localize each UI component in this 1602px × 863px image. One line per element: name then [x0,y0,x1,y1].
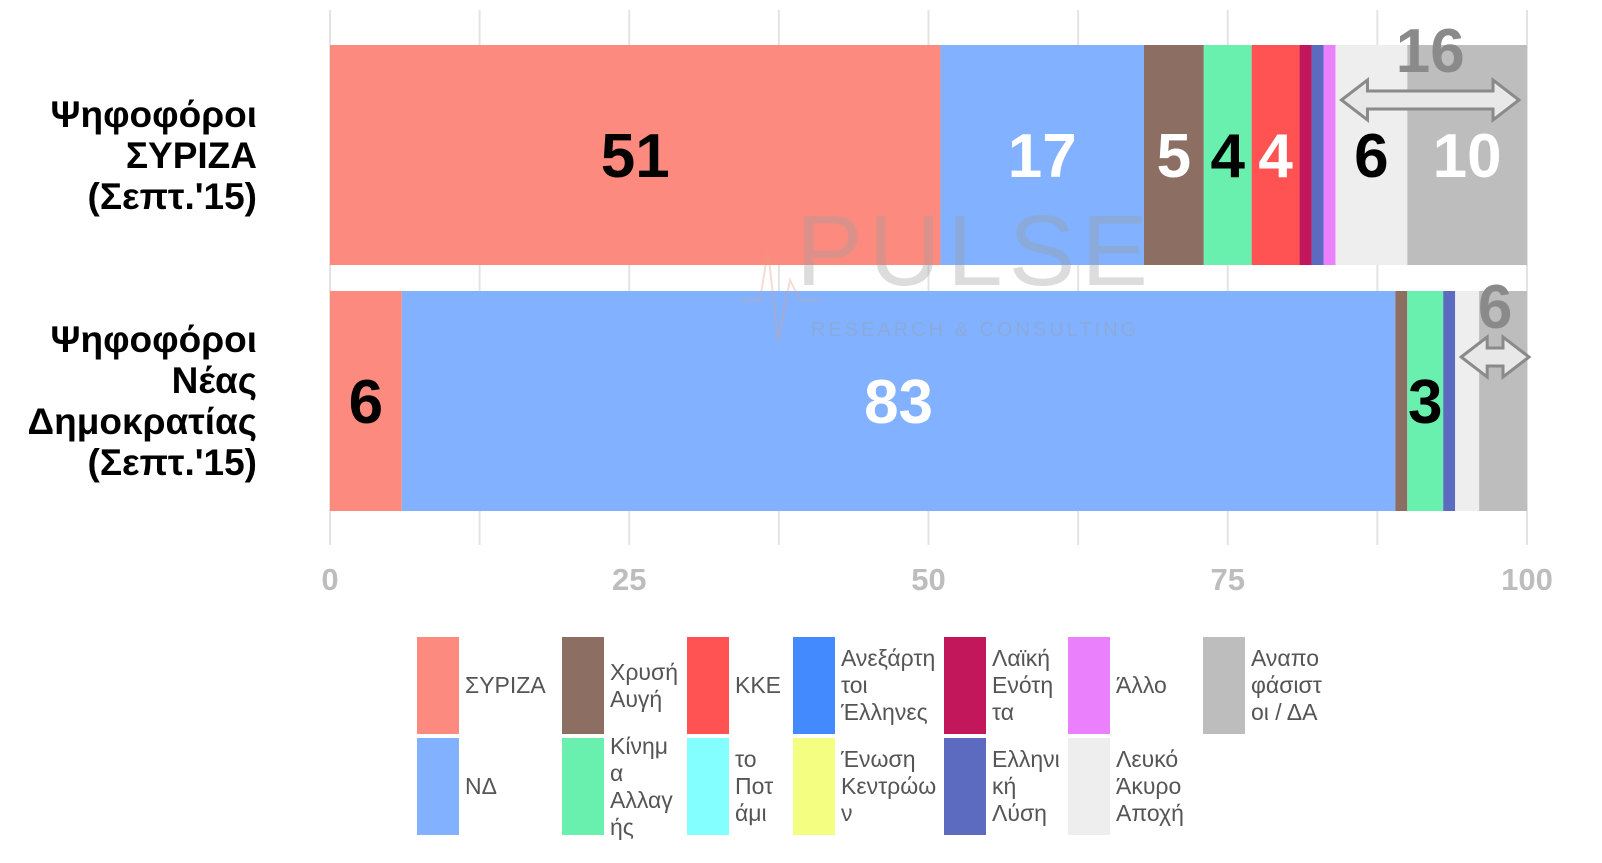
value-label: 3 [1408,368,1442,437]
watermark: PULSE RESEARCH & CONSULTING [740,195,1154,341]
value-label: 83 [864,368,933,437]
x-tick-label: 50 [911,562,945,597]
watermark-pulse [740,249,820,341]
legend-swatch [687,738,729,835]
bar-segment [1395,291,1408,511]
bar-segment [401,291,1396,511]
legend-swatch [793,738,835,835]
legend-swatch [562,637,604,734]
legend-swatch [417,637,459,734]
legend-label: Ανεξάρτητοι Έλληνες [841,645,936,725]
legend-label: Ελληνική Λύση [992,746,1060,826]
bar-segment [330,45,941,265]
bar-segment [1299,45,1312,265]
value-label: 51 [601,122,670,191]
legend-label: Άλλο [1116,672,1167,698]
legend-label: Αναποφάσιστοι / ΔΑ [1251,645,1322,725]
bar-segment [1455,291,1480,511]
legend-swatch [1068,738,1110,835]
legend-label: Λαϊκή Ενότητα [992,645,1054,725]
bar-segment [1335,45,1408,265]
legend-label: ΣΥΡΙΖΑ [465,672,546,698]
annotation-arrow [1458,333,1532,381]
bar-segment [1479,291,1527,511]
value-label: 4 [1211,122,1246,191]
value-label: 5 [1157,122,1191,191]
bar-segment [330,291,402,511]
legend-swatch [687,637,729,734]
bar-segment [1143,45,1204,265]
legend-swatch [944,738,986,835]
legend-swatch [944,637,986,734]
bar-segment [1323,45,1336,265]
bar-segment [940,45,1144,265]
legend-swatch [793,637,835,734]
value-label: 6 [349,368,383,437]
bar-segment [1251,45,1300,265]
value-label: 4 [1258,122,1293,191]
legend-label: Ένωση Κεντρώων [841,746,937,826]
bar-segment [1203,45,1252,265]
annotation-label: 16 [1396,17,1465,86]
bar-segment [1311,45,1324,265]
legend-label: ΝΔ [465,773,497,799]
bar-segment [1407,291,1444,511]
watermark-title: PULSE [796,195,1154,307]
legend-swatch [562,738,604,835]
legend-label: Λευκό Άκυρο Αποχή [1116,746,1184,826]
x-tick-label: 25 [612,562,646,597]
x-tick-label: 100 [1501,562,1553,597]
legend-label: το Ποτάμι [735,746,774,826]
legend-label: Χρυσή Αυγή [610,658,678,712]
legend-label: Κίνημα Αλλαγής [610,732,673,840]
value-label: 6 [1354,122,1388,191]
watermark-subtitle: RESEARCH & CONSULTING [811,319,1139,341]
legend-label: ΚΚΕ [735,672,782,698]
category-label: Ψηφοφόροι Νέας Δημοκρατίας (Σεπτ.'15) [27,319,257,483]
annotation-arrow [1339,76,1522,124]
legend-swatch [417,738,459,835]
legend-swatch [1068,637,1110,734]
legend-swatch [1203,637,1245,734]
value-label: 10 [1433,122,1502,191]
x-tick-label: 75 [1211,562,1245,597]
category-label: Ψηφοφόροι ΣΥΡΙΖΑ (Σεπτ.'15) [50,93,257,217]
bar-segment [1407,45,1527,265]
bar-segment [1443,291,1456,511]
x-tick-label: 0 [321,562,338,597]
annotation-label: 6 [1478,273,1512,342]
value-label: 17 [1008,122,1077,191]
